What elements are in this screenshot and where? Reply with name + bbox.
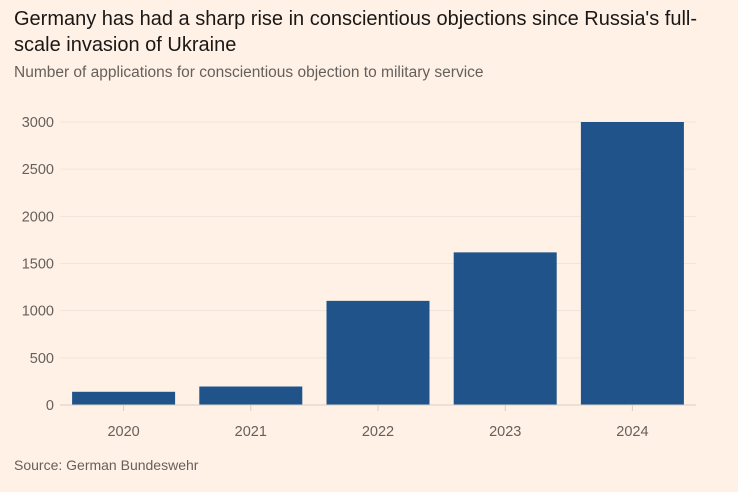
bar-2022 bbox=[326, 300, 430, 405]
bar-2023 bbox=[453, 252, 557, 405]
x-tick-label: 2024 bbox=[616, 424, 648, 440]
bar-2024 bbox=[580, 122, 684, 405]
bar-2021 bbox=[199, 386, 303, 405]
y-tick-label: 2000 bbox=[22, 209, 54, 225]
y-tick-label: 1500 bbox=[22, 257, 54, 273]
x-tick-label: 2020 bbox=[107, 424, 139, 440]
x-tick-label: 2021 bbox=[235, 424, 267, 440]
chart-subtitle: Number of applications for conscientious… bbox=[14, 64, 484, 81]
source-note: Source: German Bundeswehr bbox=[14, 457, 199, 473]
y-tick-label: 2500 bbox=[22, 162, 54, 178]
y-tick-label: 500 bbox=[30, 351, 54, 367]
y-tick-label: 1000 bbox=[22, 304, 54, 320]
x-tick-label: 2023 bbox=[489, 424, 521, 440]
chart-title: Germany has had a sharp rise in conscien… bbox=[14, 8, 698, 56]
y-tick-label: 3000 bbox=[22, 115, 54, 131]
x-tick-label: 2022 bbox=[362, 424, 394, 440]
y-tick-label: 0 bbox=[46, 398, 54, 414]
bar-2020 bbox=[72, 391, 176, 405]
